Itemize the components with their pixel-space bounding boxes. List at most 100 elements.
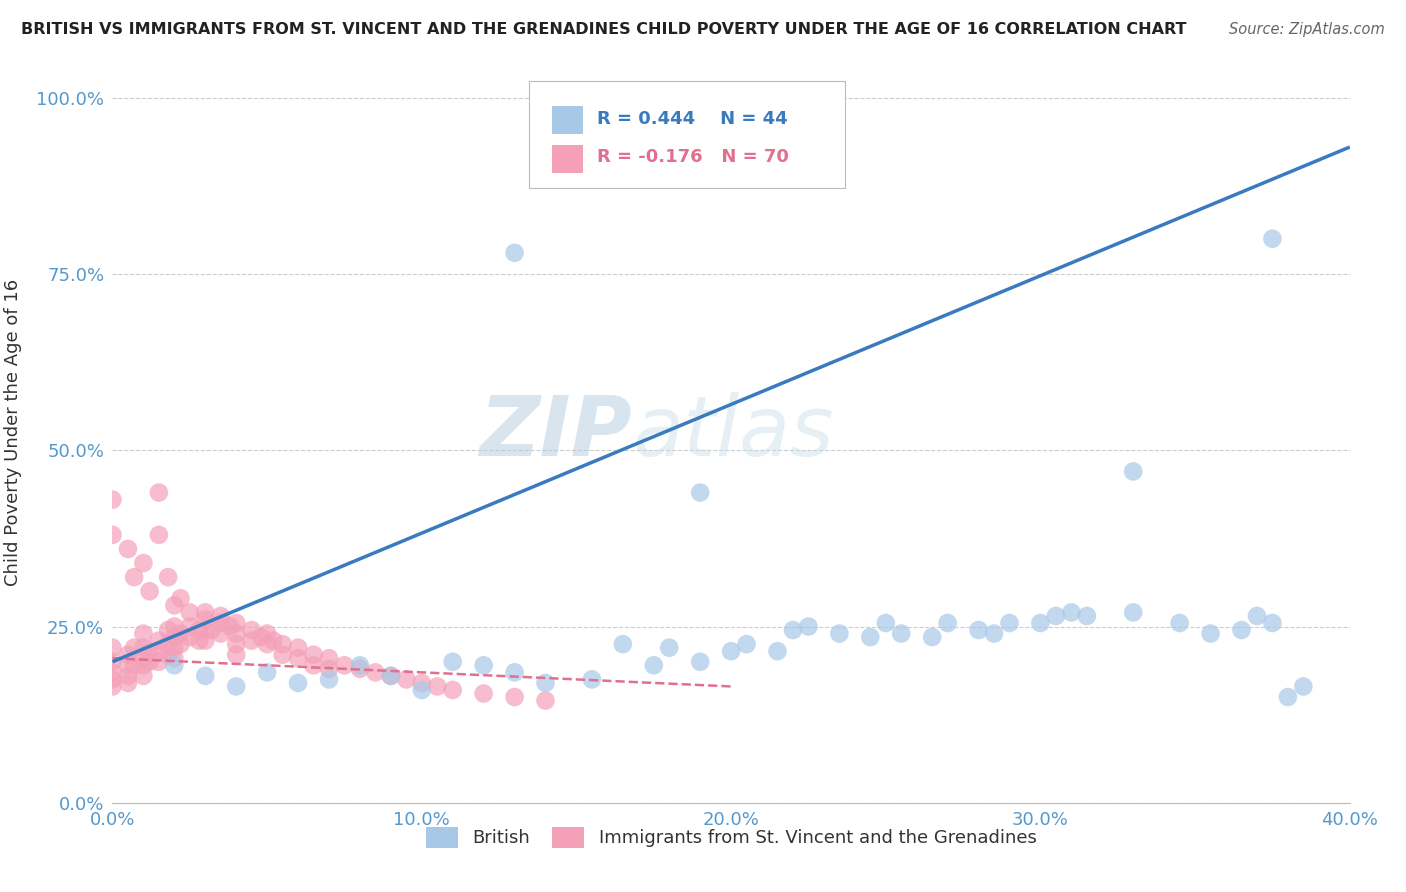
Point [101, 680, 124, 694]
Point [101, 673, 124, 687]
Point [250, 630, 273, 644]
Point [117, 648, 139, 662]
Point [287, 676, 309, 690]
Point [148, 528, 170, 542]
Point [318, 651, 340, 665]
Point [169, 591, 191, 606]
Point [132, 556, 155, 570]
Point [658, 640, 681, 655]
Point [225, 626, 247, 640]
Point [256, 665, 278, 680]
FancyBboxPatch shape [551, 145, 582, 173]
Point [200, 623, 222, 637]
Point [101, 492, 124, 507]
Text: ZIP: ZIP [479, 392, 633, 473]
Point [349, 658, 371, 673]
Point [163, 658, 186, 673]
Point [1122, 464, 1144, 478]
Point [101, 640, 124, 655]
Point [426, 680, 449, 694]
Point [225, 615, 247, 630]
Point [219, 619, 242, 633]
Point [859, 630, 882, 644]
Point [169, 637, 191, 651]
Point [169, 626, 191, 640]
Point [157, 648, 180, 662]
Point [148, 655, 170, 669]
Point [209, 609, 232, 624]
Point [179, 630, 201, 644]
Point [148, 644, 170, 658]
Text: Source: ZipAtlas.com: Source: ZipAtlas.com [1229, 22, 1385, 37]
Point [148, 633, 170, 648]
Point [612, 637, 634, 651]
Point [157, 637, 180, 651]
Point [262, 633, 284, 648]
Point [101, 655, 124, 669]
Point [441, 683, 464, 698]
Point [194, 606, 217, 620]
Point [225, 680, 247, 694]
Point [163, 599, 186, 613]
Point [983, 626, 1005, 640]
Point [101, 665, 124, 680]
Point [1292, 680, 1315, 694]
Point [188, 623, 211, 637]
Point [318, 662, 340, 676]
FancyBboxPatch shape [530, 81, 845, 188]
Point [967, 623, 990, 637]
Point [643, 658, 665, 673]
Point [503, 690, 526, 704]
Point [287, 640, 309, 655]
Point [163, 651, 186, 665]
Point [117, 669, 139, 683]
Point [797, 619, 820, 633]
Point [117, 541, 139, 556]
Point [318, 673, 340, 687]
Point [782, 623, 804, 637]
Point [132, 626, 155, 640]
Y-axis label: Child Poverty Under the Age of 16: Child Poverty Under the Age of 16 [4, 279, 22, 586]
Point [209, 615, 232, 630]
Point [380, 669, 402, 683]
Point [581, 673, 603, 687]
Point [472, 658, 495, 673]
Point [132, 651, 155, 665]
Point [138, 584, 160, 599]
Point [1261, 232, 1284, 246]
Point [1029, 615, 1052, 630]
Point [240, 633, 263, 648]
Point [735, 637, 758, 651]
Point [503, 665, 526, 680]
Point [138, 644, 160, 658]
Point [766, 644, 789, 658]
FancyBboxPatch shape [551, 106, 582, 135]
Point [1230, 623, 1253, 637]
Point [179, 606, 201, 620]
Point [395, 673, 418, 687]
Point [163, 630, 186, 644]
Point [194, 612, 217, 626]
Point [720, 644, 742, 658]
Point [1076, 609, 1098, 624]
Point [188, 633, 211, 648]
Point [689, 485, 711, 500]
Text: R = -0.176   N = 70: R = -0.176 N = 70 [598, 148, 789, 166]
Legend: British, Immigrants from St. Vincent and the Grenadines: British, Immigrants from St. Vincent and… [416, 818, 1046, 856]
Point [380, 669, 402, 683]
Point [936, 615, 959, 630]
Point [890, 626, 912, 640]
Point [194, 669, 217, 683]
Point [1168, 615, 1191, 630]
Point [921, 630, 943, 644]
Point [194, 633, 217, 648]
Point [1261, 615, 1284, 630]
Point [302, 648, 325, 662]
Point [828, 626, 851, 640]
Point [117, 676, 139, 690]
Point [256, 637, 278, 651]
Point [287, 651, 309, 665]
Text: R = 0.444    N = 44: R = 0.444 N = 44 [598, 110, 789, 128]
Point [157, 570, 180, 584]
Point [163, 619, 186, 633]
